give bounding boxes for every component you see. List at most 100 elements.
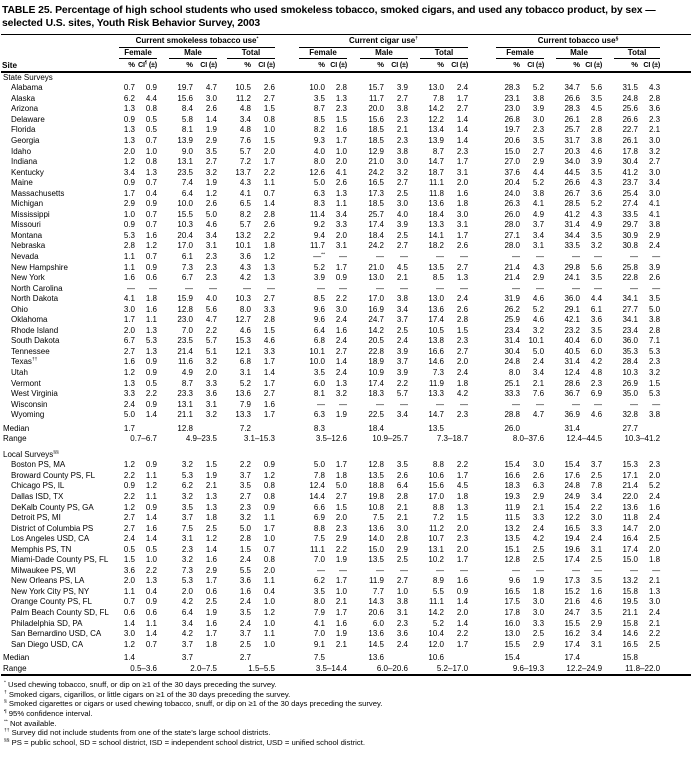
range-label: Range bbox=[3, 663, 27, 673]
pair-gap bbox=[602, 147, 614, 158]
column-header-ci: CI¶ (±) bbox=[135, 58, 157, 73]
range-row: Range 0.5–3.6 2.0–7.5 1.5–5.5 3.5–14.4 6.0–20… bbox=[1, 664, 691, 676]
median-value-cell: 10.6 bbox=[428, 653, 444, 663]
ci-value-cell: 1.9 bbox=[205, 178, 217, 188]
ci-value-cell: 6.1 bbox=[590, 304, 603, 314]
table-row: Alabama 0.7 0.9 19.7 4.7 10.5 2.6 10.0 2.8 15.7 3.… bbox=[1, 83, 691, 94]
pair-gap bbox=[408, 555, 420, 566]
pct-value-cell: 8.7 bbox=[313, 104, 325, 114]
pct-value-cell: 12.7 bbox=[235, 315, 251, 325]
pair-gap bbox=[347, 566, 360, 577]
pct-value-cell: 4.6 bbox=[239, 325, 251, 335]
site-cell: Orange County PS, FL bbox=[11, 597, 92, 607]
group-gap bbox=[468, 492, 496, 503]
pct-value-cell: 6.4 bbox=[181, 188, 193, 198]
ci-value-cell: 5.0 bbox=[205, 209, 217, 219]
ci-value-cell: 2.4 bbox=[335, 368, 347, 377]
group-gap bbox=[468, 597, 496, 608]
pair-gap bbox=[544, 534, 556, 545]
pct-value-cell: 5.0 bbox=[313, 460, 325, 470]
group-gap bbox=[468, 94, 496, 105]
ci-value-cell: 2.5 bbox=[396, 230, 408, 240]
pct-value-cell: 8.0 bbox=[313, 157, 325, 167]
table-row: Wyoming 5.0 1.4 21.1 3.2 13.3 1.7 6.3 1.9 22.5 3.4… bbox=[1, 410, 691, 421]
ci-value-cell: 2.8 bbox=[396, 492, 408, 502]
pct-value-cell: 16.4 bbox=[622, 534, 639, 544]
pair-gap bbox=[157, 400, 169, 411]
pair-gap bbox=[602, 83, 614, 94]
pair-gap bbox=[602, 305, 614, 316]
pair-gap bbox=[408, 168, 420, 179]
group-gap bbox=[275, 168, 299, 179]
ci-value-cell: 3.5 bbox=[590, 325, 603, 335]
table-row: Michigan 2.9 0.9 10.0 2.6 6.5 1.4 8.3 1.1 18.5 3.0… bbox=[1, 199, 691, 210]
pct-value-cell: 13.8 bbox=[428, 336, 444, 346]
site-cell: Texas†† bbox=[11, 357, 38, 367]
ci-value-cell: 4.1 bbox=[648, 199, 661, 209]
pct-value-cell: — bbox=[376, 251, 384, 261]
pair-gap bbox=[408, 434, 420, 445]
ci-value-cell: 6.4 bbox=[396, 481, 408, 491]
ci-value-cell: 3.3 bbox=[532, 513, 545, 523]
pct-value-cell: 7.6 bbox=[239, 135, 251, 145]
pair-gap bbox=[217, 524, 227, 535]
ci-value-cell: 1.3 bbox=[205, 502, 217, 512]
pct-value-cell: 25.4 bbox=[622, 188, 639, 198]
group-gap bbox=[468, 534, 496, 545]
ci-value-cell: 2.9 bbox=[205, 135, 217, 145]
pct-value-cell: 1.2 bbox=[123, 157, 135, 167]
pct-value-cell: — bbox=[572, 399, 581, 409]
pair-gap bbox=[408, 379, 420, 390]
pair-gap bbox=[157, 220, 169, 231]
pair-gap bbox=[544, 460, 556, 471]
right-spacer bbox=[660, 252, 691, 263]
pair-gap bbox=[157, 410, 169, 421]
pair-gap bbox=[408, 471, 420, 482]
right-spacer bbox=[660, 460, 691, 471]
pct-value-cell: 10.1 bbox=[309, 346, 325, 356]
column-header-pct: % bbox=[556, 58, 581, 73]
ci-value-cell: 1.4 bbox=[456, 125, 469, 135]
group-gap bbox=[275, 421, 299, 435]
pct-value-cell: 7.3 bbox=[432, 368, 444, 377]
column-header-sex: Male bbox=[556, 47, 603, 60]
pct-value-cell: 4.1 bbox=[123, 294, 135, 304]
pct-value-cell: 9.4 bbox=[313, 230, 325, 240]
pair-gap bbox=[544, 619, 556, 630]
pair-gap bbox=[408, 125, 420, 136]
pair-gap bbox=[602, 231, 614, 242]
pct-value-cell: 14.7 bbox=[428, 410, 444, 420]
ci-value-cell: 2.3 bbox=[456, 410, 469, 420]
ci-value-cell: 3.8 bbox=[396, 294, 408, 304]
right-spacer bbox=[660, 545, 691, 556]
pct-value-cell: 8.0 bbox=[239, 304, 251, 314]
pct-value-cell: 2.0 bbox=[123, 146, 135, 156]
median-value-cell: 8.3 bbox=[313, 423, 325, 433]
ci-value-cell: 0.8 bbox=[145, 157, 157, 167]
pair-gap bbox=[408, 410, 420, 421]
ci-value-cell: 2.3 bbox=[335, 104, 347, 114]
ci-value-cell: 3.2 bbox=[205, 357, 217, 367]
pct-value-cell: 12.9 bbox=[368, 146, 384, 156]
ci-value-cell: 2.7 bbox=[263, 389, 275, 399]
pct-value-cell: 12.8 bbox=[368, 460, 384, 470]
pct-value-cell: 10.6 bbox=[428, 470, 444, 480]
pct-value-cell: 1.6 bbox=[239, 586, 251, 596]
pair-gap bbox=[408, 629, 420, 640]
right-spacer bbox=[660, 555, 691, 566]
pair-gap bbox=[157, 534, 169, 545]
pct-value-cell: 2.0 bbox=[123, 576, 135, 586]
pct-value-cell: 24.8 bbox=[564, 481, 581, 491]
pair-gap bbox=[602, 481, 614, 492]
pair-gap bbox=[347, 368, 360, 379]
pct-value-cell: 14.1 bbox=[428, 230, 444, 240]
pct-value-cell: 2.7 bbox=[239, 492, 251, 502]
pct-value-cell: — bbox=[376, 283, 384, 293]
table-row: Oklahoma 1.7 1.1 23.0 4.7 12.7 2.8 9.6 2.4 24.7 3.… bbox=[1, 315, 691, 326]
ci-value-cell: 2.0 bbox=[456, 544, 469, 554]
ci-value-cell: 1.7 bbox=[263, 523, 275, 533]
table-row: District of Columbia PS 2.7 1.6 7.5 2.5 5.0 1.… bbox=[1, 524, 691, 535]
ci-value-cell: 2.4 bbox=[648, 608, 661, 618]
pct-value-cell: 9.3 bbox=[313, 135, 325, 145]
ci-value-cell: 2.8 bbox=[396, 534, 408, 544]
